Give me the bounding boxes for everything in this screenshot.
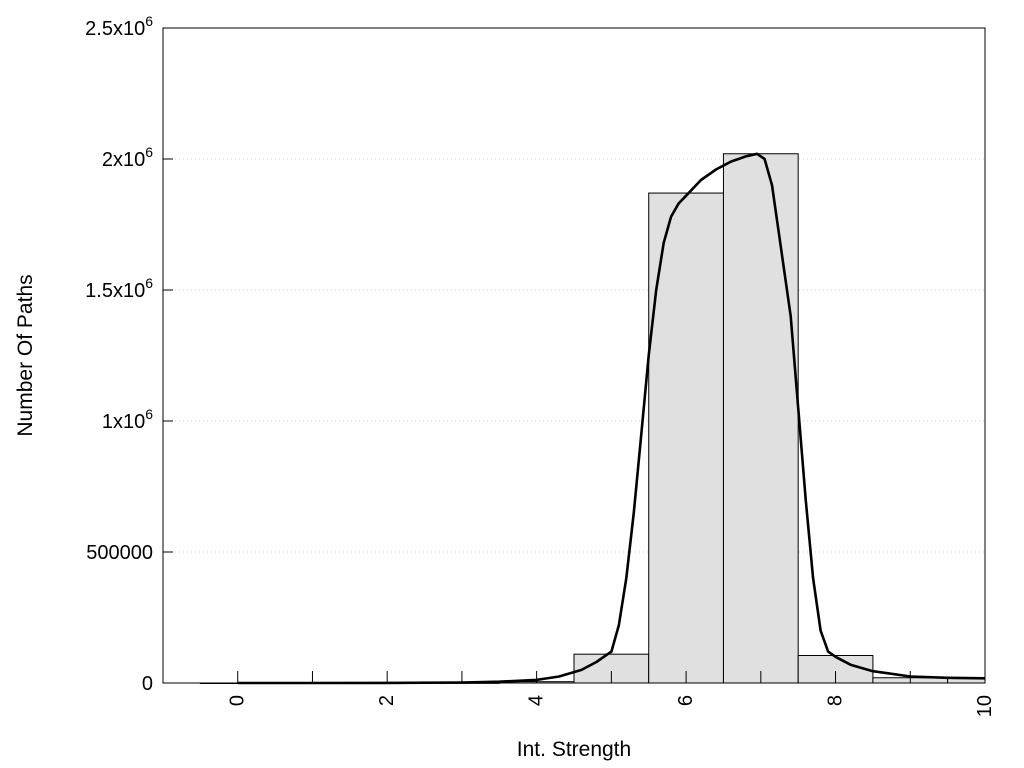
x-tick-label: 2 xyxy=(376,695,398,706)
x-tick-label: 4 xyxy=(526,695,548,706)
y-axis-ticks: 0 500000 1x106 1.5x106 2x106 2.5x106 xyxy=(85,13,173,695)
histogram-bars xyxy=(199,153,986,684)
grid-lines xyxy=(163,27,985,553)
x-tick-label: 10 xyxy=(974,695,996,717)
y-tick-label: 1.5x106 xyxy=(85,275,153,302)
y-tick-label: 1x106 xyxy=(102,406,153,433)
y-tick-label: 0 xyxy=(142,673,153,695)
histogram-bar xyxy=(722,153,799,684)
histogram-bar xyxy=(648,192,724,684)
x-axis-label: Int. Strength xyxy=(517,738,631,761)
plot-frame xyxy=(162,27,986,684)
y-tick-label: 2x106 xyxy=(102,144,153,171)
fit-curve xyxy=(237,152,986,685)
y-tick-label: 2.5x106 xyxy=(85,13,153,40)
y-axis-label: Number Of Paths xyxy=(14,274,37,436)
x-tick-label: 8 xyxy=(825,695,847,706)
x-axis-ticks: 0 2 4 6 8 10 xyxy=(227,671,996,717)
y-tick-label: 500000 xyxy=(86,542,153,564)
x-tick-label: 0 xyxy=(227,695,249,706)
x-tick-label: 6 xyxy=(675,695,697,706)
